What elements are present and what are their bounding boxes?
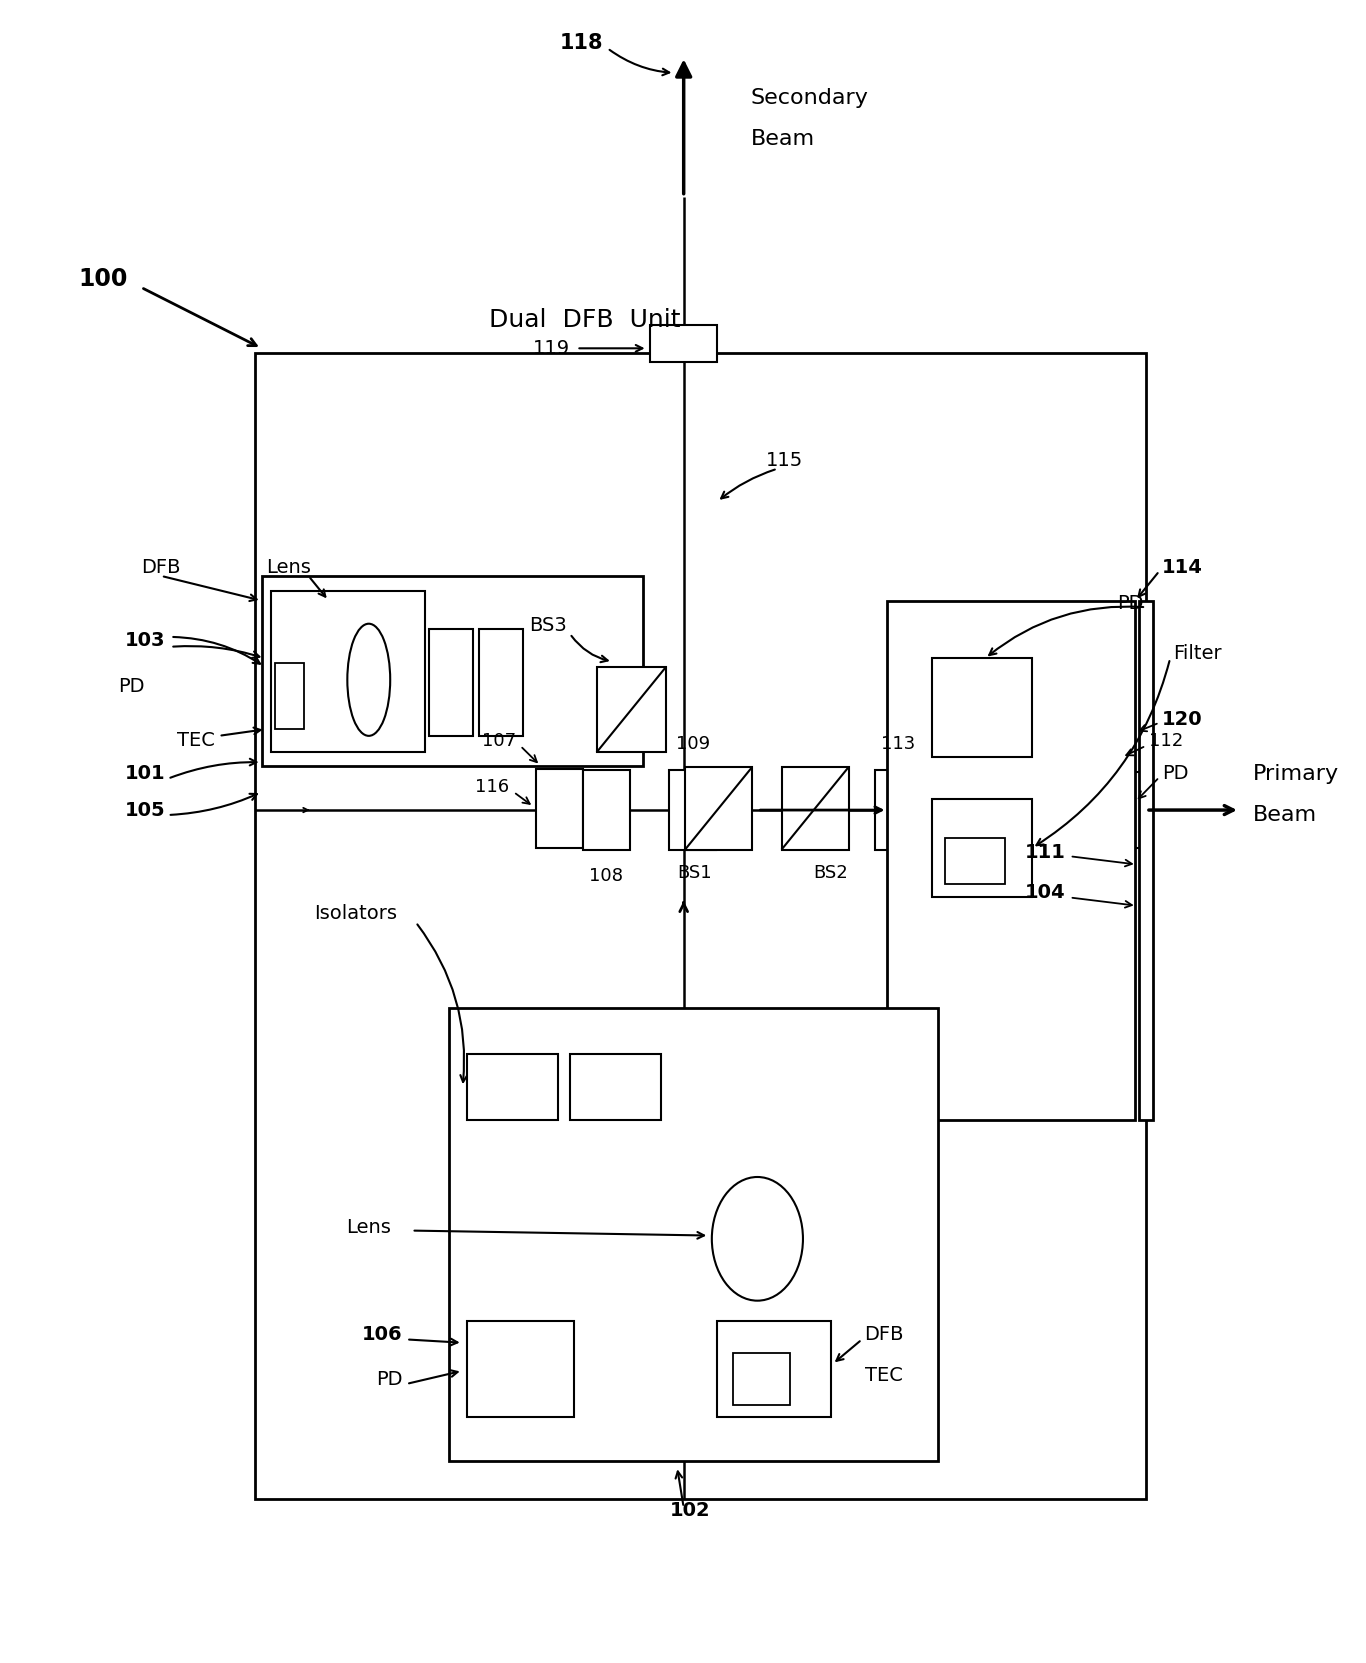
Text: 113: 113 [881, 735, 915, 753]
Bar [650, 326, 717, 361]
Text: PD: PD [119, 677, 145, 695]
Bar [1119, 772, 1143, 848]
Text: 101: 101 [124, 765, 165, 783]
Bar [945, 838, 1005, 885]
Ellipse shape [347, 624, 391, 735]
Bar [583, 770, 630, 850]
Text: 114: 114 [1162, 559, 1203, 577]
Text: 103: 103 [124, 630, 165, 650]
Text: Lens: Lens [347, 1217, 391, 1237]
Text: 109: 109 [676, 735, 710, 753]
Ellipse shape [712, 1177, 803, 1300]
Bar [734, 1352, 790, 1405]
Text: TEC: TEC [176, 732, 214, 750]
Text: 107: 107 [482, 732, 516, 750]
Bar [275, 664, 305, 730]
Text: DFB: DFB [141, 559, 180, 577]
Text: Secondary: Secondary [751, 88, 869, 108]
Bar [467, 1322, 574, 1417]
Bar [781, 767, 848, 850]
Text: 108: 108 [589, 866, 623, 885]
Text: BS1: BS1 [678, 863, 712, 881]
Text: 100: 100 [79, 268, 128, 291]
Text: 115: 115 [765, 451, 803, 471]
Bar [888, 600, 1135, 1121]
Bar [876, 770, 922, 850]
Bar [570, 1054, 661, 1121]
Text: Primary: Primary [1253, 763, 1339, 783]
Text: 112: 112 [1149, 732, 1183, 750]
Text: 118: 118 [560, 33, 604, 53]
Text: Beam: Beam [751, 128, 816, 150]
Text: PD: PD [376, 1370, 402, 1389]
Bar [1139, 600, 1153, 1121]
Bar [429, 629, 473, 735]
Bar [449, 1008, 938, 1462]
Text: 119: 119 [533, 339, 570, 358]
Text: TEC: TEC [865, 1367, 903, 1385]
Text: Lens: Lens [266, 559, 311, 577]
Text: DFB: DFB [865, 1325, 904, 1344]
Text: 120: 120 [1162, 710, 1202, 728]
Text: BS3: BS3 [530, 615, 567, 635]
Text: Beam: Beam [1253, 805, 1317, 825]
Text: 104: 104 [1024, 883, 1065, 901]
Bar [597, 667, 667, 752]
Text: 102: 102 [671, 1502, 710, 1520]
Bar [261, 575, 643, 765]
Bar [255, 353, 1146, 1500]
Bar [467, 1054, 557, 1121]
Bar [717, 1322, 831, 1417]
Bar [270, 590, 425, 752]
Text: Isolators: Isolators [314, 905, 398, 923]
Text: Dual  DFB  Unit: Dual DFB Unit [489, 308, 680, 333]
Bar [932, 798, 1033, 898]
Text: 111: 111 [1024, 843, 1065, 863]
Bar [684, 767, 753, 850]
Bar [932, 659, 1033, 757]
Text: Filter: Filter [1173, 644, 1221, 664]
Text: 105: 105 [124, 800, 165, 820]
Bar [478, 629, 523, 735]
Bar [669, 770, 716, 850]
Text: BS2: BS2 [814, 863, 848, 881]
Text: PD: PD [1117, 594, 1143, 614]
Bar [537, 768, 583, 848]
Text: 116: 116 [475, 778, 510, 797]
Text: PD: PD [1162, 765, 1188, 783]
Text: 106: 106 [362, 1325, 402, 1344]
